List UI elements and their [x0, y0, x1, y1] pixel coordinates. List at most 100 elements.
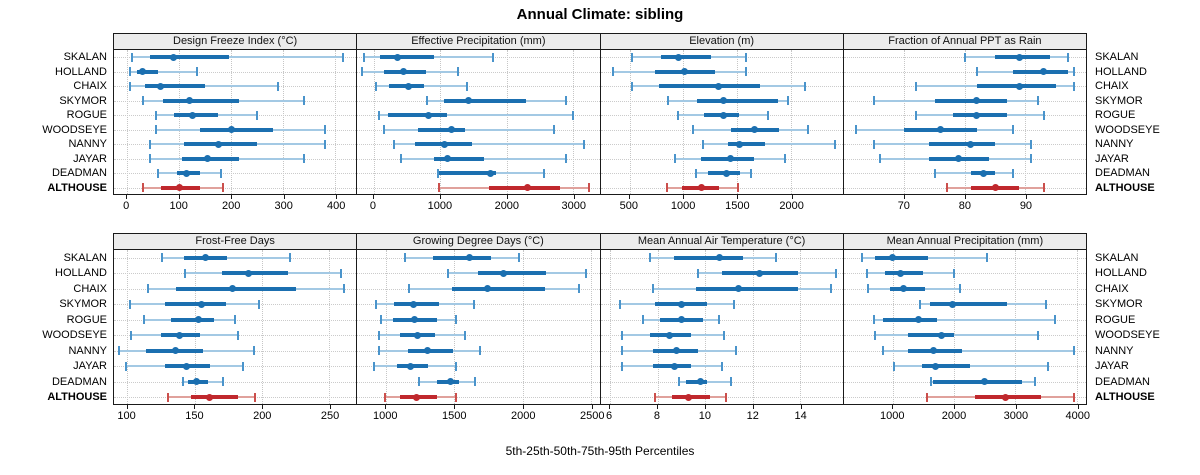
whisker-cap-low: [425, 96, 428, 106]
median-dot-jayar: [670, 362, 678, 370]
whisker-cap-low: [383, 125, 386, 135]
axis-tick: [454, 405, 456, 409]
percentile-whisker-nanny: [883, 349, 1075, 352]
row-label-nanny: NANNY: [68, 344, 107, 357]
panel-frost-free-days: Frost-Free Days 100 150 200 250: [113, 233, 358, 427]
median-dot-jayar: [727, 155, 735, 163]
grid-line-x: [506, 50, 508, 194]
whisker-cap-high: [342, 52, 345, 62]
whisker-cap-low: [654, 392, 657, 402]
median-dot-chaix: [1015, 82, 1023, 90]
grid-line-y: [357, 397, 600, 399]
whisker-cap-low: [620, 330, 623, 340]
whisker-cap-low: [154, 125, 157, 135]
panel-strip: Growing Degree Days (°C): [356, 233, 601, 250]
median-dot-rogue: [973, 111, 981, 119]
panel-plot-fraction-of-annual-ppt-as-rain: [842, 50, 1087, 195]
grid-line-x: [629, 50, 631, 194]
whisker-cap-low: [149, 139, 152, 149]
axis-tick-label: 500: [619, 200, 638, 212]
row-labels-left-bottom: SKALAN HOLLAND CHAIX SKYMOR ROGUE WOODSEYE NAN…: [0, 233, 113, 427]
median-dot-nanny: [929, 347, 937, 355]
panel-mean-annual-precipitation-mm: Mean Annual Precipitation (mm) 1000 2000 30…: [842, 233, 1090, 427]
whisker-cap-low: [649, 253, 652, 263]
median-dot-holland: [896, 269, 904, 277]
median-dot-jayar: [204, 155, 212, 163]
whisker-cap-low: [146, 284, 149, 294]
axis-tick: [573, 195, 575, 199]
panel-title: Elevation (m): [689, 35, 755, 47]
grid-line-y: [114, 71, 357, 73]
iqr-bar-skalan: [875, 255, 929, 260]
row-label-woodseye: WOODSEYE: [1095, 329, 1160, 342]
panel-strip: Effective Precipitation (mm): [356, 33, 601, 50]
axis-tick: [683, 195, 685, 199]
median-dot-chaix: [483, 285, 491, 293]
median-dot-rogue: [425, 111, 433, 119]
row-label-jayar: JAYAR: [73, 152, 107, 165]
whisker-cap-high: [732, 299, 735, 309]
iqr-bar-skymor: [163, 98, 240, 103]
median-dot-althouse: [206, 393, 214, 401]
grid-line-x: [1025, 50, 1027, 194]
median-dot-chaix: [157, 82, 165, 90]
row-label-holland: HOLLAND: [55, 267, 107, 280]
iqr-bar-chaix: [658, 84, 760, 89]
whisker-cap-low: [673, 154, 676, 164]
whisker-cap-high: [323, 139, 326, 149]
percentile-whisker-skalan: [132, 56, 344, 59]
whisker-cap-high: [492, 52, 495, 62]
whisker-cap-low: [630, 81, 633, 91]
axis-tick: [628, 195, 630, 199]
row-label-althouse: ALTHOUSE: [47, 181, 107, 194]
median-dot-skalan: [202, 254, 210, 262]
whisker-cap-high: [454, 361, 457, 371]
whisker-cap-low: [642, 315, 645, 325]
median-dot-chaix: [734, 285, 742, 293]
median-dot-holland: [756, 269, 764, 277]
grid-line-x: [683, 50, 685, 194]
median-dot-althouse: [991, 184, 999, 192]
axis-tick-label: 2000: [779, 200, 804, 212]
row-label-chaix: CHAIX: [73, 282, 107, 295]
whisker-cap-high: [783, 154, 786, 164]
panel-strip: Elevation (m): [599, 33, 844, 50]
panel-growing-degree-days-c: Growing Degree Days (°C) 1000 1500 2000 2500: [356, 233, 604, 427]
axis-tick: [231, 195, 233, 199]
median-dot-skymor: [186, 97, 194, 105]
median-dot-skalan: [674, 53, 682, 61]
grid-line-x: [572, 50, 574, 194]
whisker-cap-high: [834, 268, 837, 278]
whisker-cap-high: [744, 67, 747, 77]
whisker-cap-high: [786, 96, 789, 106]
whisker-cap-high: [1030, 139, 1033, 149]
percentiles-caption: 5th-25th-50th-75th-95th Percentiles: [505, 444, 695, 458]
panel-effective-precipitation-mm: Effective Precipitation (mm) 0 1000 2000 300…: [356, 33, 601, 217]
percentile-whisker-rogue: [379, 114, 573, 117]
whisker-cap-low: [417, 377, 420, 387]
panel-strip: Mean Annual Air Temperature (°C): [599, 233, 844, 250]
axis-tick: [194, 405, 196, 409]
row-label-skymor: SKYMOR: [1095, 298, 1143, 311]
whisker-cap-high: [571, 110, 574, 120]
row-label-chaix: CHAIX: [1095, 80, 1129, 93]
x-axis-elevation-m: 500 1000 1500 2000: [600, 195, 844, 217]
whisker-cap-low: [696, 268, 699, 278]
iqr-bar-rogue: [883, 317, 937, 322]
median-dot-skalan: [170, 53, 178, 61]
whisker-cap-low: [378, 330, 381, 340]
whisker-cap-high: [1073, 346, 1076, 356]
axis-tick: [656, 405, 658, 409]
row-label-althouse: ALTHOUSE: [1095, 391, 1155, 404]
axis-tick-label: 2500: [579, 410, 605, 422]
whisker-cap-low: [408, 284, 411, 294]
iqr-bar-althouse: [190, 395, 238, 400]
median-dot-woodseye: [413, 331, 421, 339]
median-dot-skymor: [973, 97, 981, 105]
whisker-cap-low: [149, 154, 152, 164]
axis-tick: [609, 405, 611, 409]
iqr-bar-holland: [477, 271, 547, 276]
whisker-cap-low: [882, 346, 884, 356]
grid-line-x: [657, 250, 659, 404]
axis-tick-label: 100: [169, 200, 188, 212]
